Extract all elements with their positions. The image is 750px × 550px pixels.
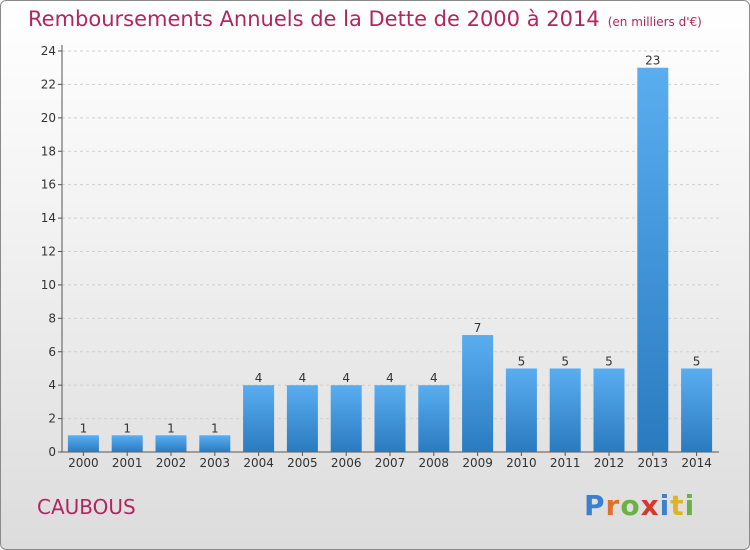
bar-value-label: 1	[80, 421, 88, 435]
x-tick-label: 2004	[243, 456, 274, 470]
y-tick-label: 22	[41, 77, 56, 91]
bar-value-label: 1	[123, 421, 131, 435]
y-tick-label: 0	[48, 445, 56, 459]
y-tick-label: 8	[48, 311, 56, 325]
x-tick-label: 2005	[287, 456, 318, 470]
y-tick-label: 16	[41, 178, 56, 192]
x-tick-label: 2001	[112, 456, 143, 470]
x-tick-label: 2006	[331, 456, 362, 470]
x-tick-label: 2003	[200, 456, 231, 470]
logo-letter: i	[684, 489, 696, 522]
y-tick-label: 18	[41, 144, 56, 158]
y-tick-label: 12	[41, 245, 56, 259]
y-tick-label: 24	[41, 44, 56, 58]
x-tick-label: 2011	[550, 456, 581, 470]
logo-letter: t	[670, 489, 685, 522]
y-tick-label: 6	[48, 345, 56, 359]
bar-value-label: 5	[518, 354, 526, 368]
y-tick-label: 20	[41, 111, 56, 125]
logo-letter: i	[659, 489, 671, 522]
y-tick-label: 2	[48, 412, 56, 426]
bar-value-label: 4	[430, 371, 438, 385]
bar-value-label: 5	[561, 354, 569, 368]
bar	[111, 435, 143, 452]
bar	[155, 435, 187, 452]
y-tick-label: 4	[48, 378, 56, 392]
logo-letter: o	[620, 489, 641, 522]
bar-value-label: 1	[167, 421, 175, 435]
x-tick-label: 2009	[462, 456, 493, 470]
x-tick-label: 2013	[638, 456, 669, 470]
bar	[549, 368, 581, 452]
bar	[593, 368, 625, 452]
bar	[67, 435, 99, 452]
bar	[199, 435, 231, 452]
bar-value-label: 5	[605, 354, 613, 368]
y-tick-label: 14	[41, 211, 56, 225]
bar	[681, 368, 713, 452]
bar-value-label: 4	[342, 371, 350, 385]
bar	[418, 385, 450, 452]
y-tick-label: 10	[41, 278, 56, 292]
bar-value-label: 4	[255, 371, 263, 385]
bar	[243, 385, 275, 452]
x-tick-label: 2002	[156, 456, 187, 470]
bar	[462, 335, 494, 452]
x-tick-label: 2010	[506, 456, 537, 470]
bar-value-label: 7	[474, 321, 482, 335]
chart-title-main: Remboursements Annuels de la Dette de 20…	[28, 7, 600, 31]
x-tick-label: 2007	[375, 456, 406, 470]
x-tick-label: 2012	[594, 456, 625, 470]
bar-value-label: 1	[211, 421, 219, 435]
bar-value-label: 23	[645, 54, 660, 68]
commune-name: CAUBOUS	[37, 495, 136, 519]
bar	[374, 385, 406, 452]
x-tick-label: 2000	[68, 456, 99, 470]
bar	[505, 368, 537, 452]
x-tick-label: 2014	[681, 456, 712, 470]
proxiti-logo[interactable]: Proxiti	[584, 489, 695, 522]
chart-title-unit: (en milliers d'€)	[607, 15, 702, 29]
bar-value-label: 4	[386, 371, 394, 385]
bar	[286, 385, 318, 452]
bar	[330, 385, 362, 452]
logo-letter: r	[605, 489, 621, 522]
bar	[637, 67, 669, 452]
x-tick-label: 2008	[419, 456, 450, 470]
logo-letter: P	[584, 489, 606, 522]
bar-value-label: 4	[299, 371, 307, 385]
bar-value-label: 5	[693, 354, 701, 368]
logo-letter: x	[640, 489, 660, 522]
chart-title: Remboursements Annuels de la Dette de 20…	[28, 7, 702, 31]
